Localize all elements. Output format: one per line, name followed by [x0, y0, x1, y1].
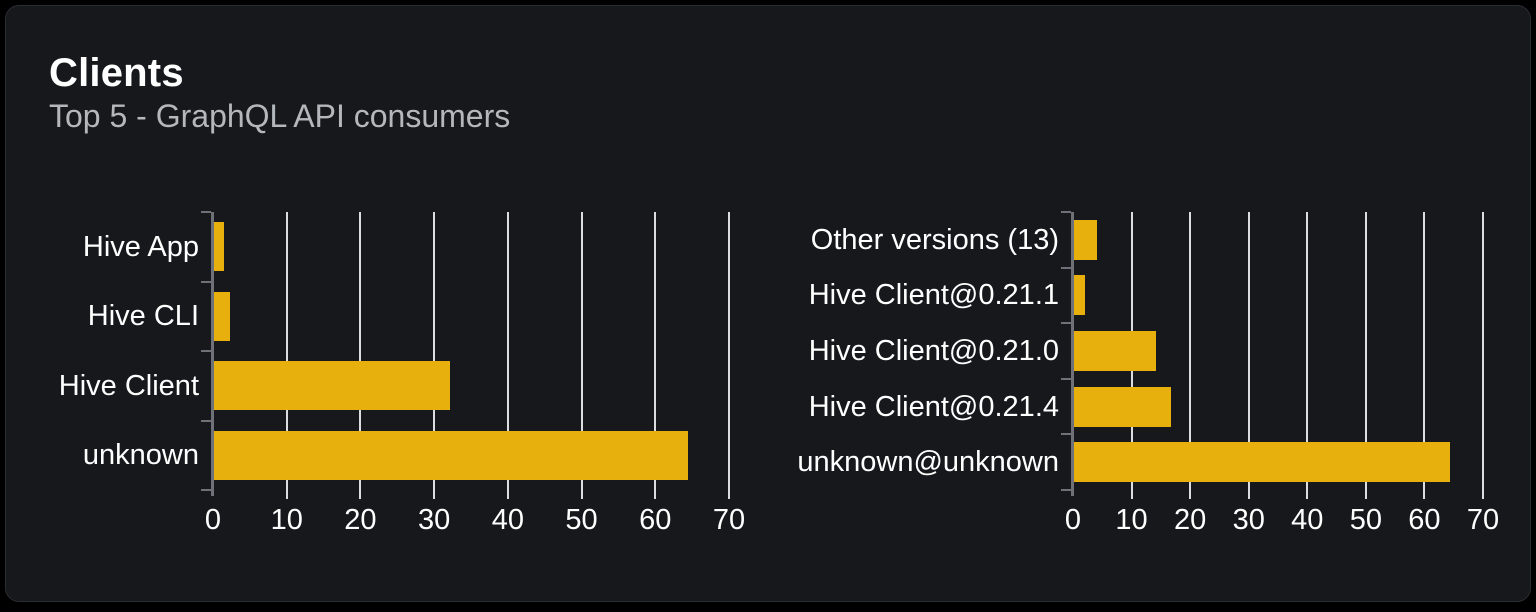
card-subtitle: Top 5 - GraphQL API consumers — [49, 98, 511, 134]
bar-hive-client-0-21-4[interactable] — [1073, 387, 1171, 427]
bar-other-versions-13[interactable] — [1073, 220, 1097, 260]
bar-hive-client[interactable] — [213, 361, 450, 410]
card-title: Clients — [49, 51, 184, 95]
bar-hive-app[interactable] — [213, 222, 224, 271]
bar-hive-client-0-21-0[interactable] — [1073, 331, 1156, 371]
bar-unknown[interactable] — [213, 431, 688, 480]
bar-hive-client-0-21-1[interactable] — [1073, 275, 1085, 315]
bar-hive-cli[interactable] — [213, 292, 230, 341]
bar-unknown-unknown[interactable] — [1073, 442, 1450, 482]
clients-card: Clients Top 5 - GraphQL API consumers — [5, 5, 1531, 602]
